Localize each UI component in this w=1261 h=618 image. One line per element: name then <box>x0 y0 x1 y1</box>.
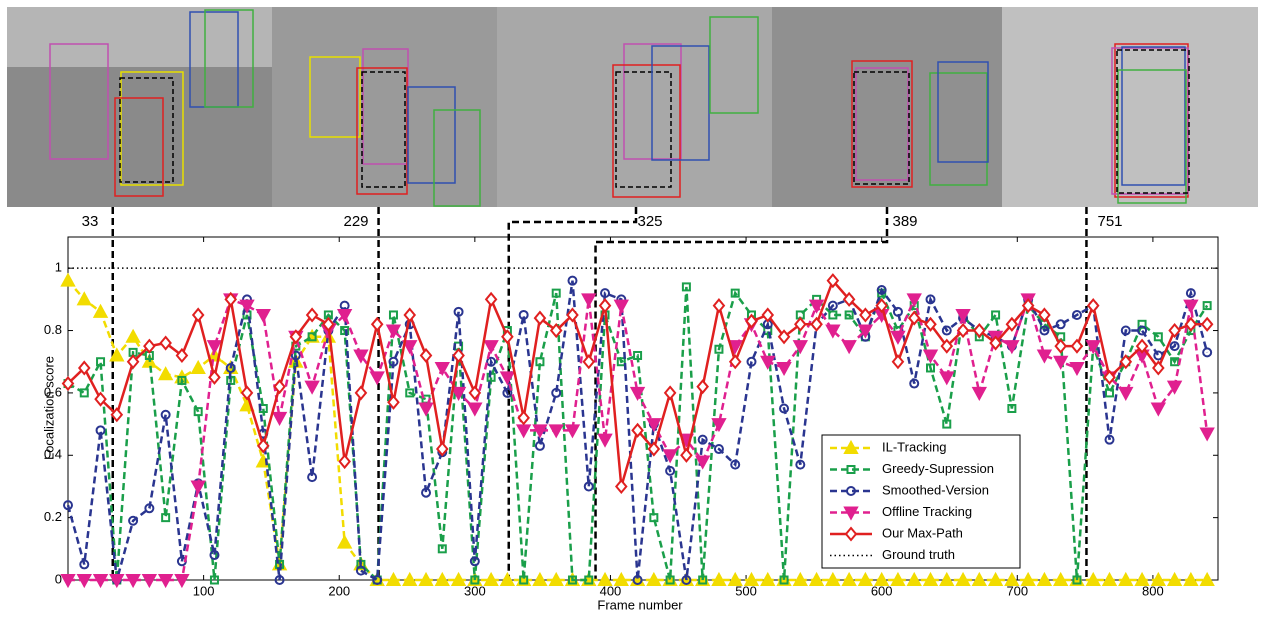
y-tick-label: 0 <box>55 571 62 586</box>
marker <box>192 481 204 492</box>
figure: Localization score Frame number 0 0.2 0.4 0… <box>0 0 1261 618</box>
page: {"chart_data": { "type": "line", "xlabel… <box>0 0 1261 618</box>
marker <box>371 372 383 383</box>
marker <box>339 537 351 548</box>
marker <box>941 372 953 383</box>
frame-label: 229 <box>343 213 368 230</box>
marker <box>698 381 708 393</box>
legend-label: IL-Tracking <box>882 439 947 454</box>
marker <box>812 318 822 330</box>
marker <box>421 349 431 361</box>
marker <box>843 341 855 352</box>
marker <box>486 293 496 305</box>
marker <box>372 318 382 330</box>
y-axis-label: Localization score <box>41 356 56 460</box>
marker <box>274 413 286 424</box>
marker <box>1088 300 1098 312</box>
marker <box>1055 357 1067 368</box>
marker <box>973 388 985 399</box>
marker <box>78 293 90 304</box>
marker <box>892 332 904 343</box>
frame-image <box>272 7 497 207</box>
frame-label: 751 <box>1097 213 1122 230</box>
marker <box>356 387 366 399</box>
marker <box>192 362 204 373</box>
frame-image <box>7 7 272 67</box>
y-tick-label: 0.6 <box>44 384 62 399</box>
marker <box>405 309 415 321</box>
marker <box>600 300 610 312</box>
frame-image <box>1002 7 1258 207</box>
x-tick-label: 200 <box>328 583 350 598</box>
marker <box>1152 404 1164 415</box>
marker <box>257 310 269 321</box>
marker <box>469 404 481 415</box>
marker <box>1154 351 1162 359</box>
legend-label: Offline Tracking <box>882 504 972 519</box>
series <box>62 294 1213 586</box>
frame-label: 389 <box>892 213 917 230</box>
marker <box>714 300 724 312</box>
marker <box>340 456 350 468</box>
x-tick-label: 100 <box>193 583 215 598</box>
marker <box>306 382 318 393</box>
legend-label: Smoothed-Version <box>882 482 989 497</box>
marker <box>1071 363 1083 374</box>
marker <box>127 331 139 342</box>
marker <box>616 480 626 492</box>
marker <box>583 294 595 305</box>
y-tick-label: 0.8 <box>44 322 62 337</box>
marker <box>518 425 530 436</box>
marker <box>778 363 790 374</box>
marker <box>697 457 709 468</box>
y-tick-label: 0.2 <box>44 509 62 524</box>
marker <box>1201 428 1213 439</box>
legend-label: Our Max-Path <box>882 525 963 540</box>
y-tick-label: 1 <box>55 260 62 275</box>
marker <box>584 356 594 368</box>
marker <box>1072 340 1082 352</box>
marker <box>1202 318 1212 330</box>
video-frames <box>7 7 1258 207</box>
marker <box>420 404 432 415</box>
marker <box>599 435 611 446</box>
x-axis-label: Frame number <box>597 597 683 612</box>
marker <box>241 301 253 312</box>
series-line <box>68 281 1207 487</box>
marker <box>62 275 74 286</box>
marker <box>485 341 497 352</box>
series <box>63 275 1212 493</box>
frame-label: 33 <box>82 213 99 230</box>
frame-image <box>497 7 772 207</box>
marker <box>1120 388 1132 399</box>
marker <box>681 449 691 461</box>
legend: IL-Tracking Greedy-Supression Smoothed-Ver… <box>822 435 1020 568</box>
marker <box>615 301 627 312</box>
marker <box>193 309 203 321</box>
legend-label: Ground truth <box>882 547 955 562</box>
y-tick-label: 0.4 <box>44 447 62 462</box>
legend-label: Greedy-Supression <box>882 461 994 476</box>
marker <box>208 341 220 352</box>
marker <box>665 387 675 399</box>
frame-image <box>772 7 1002 207</box>
marker <box>893 356 903 368</box>
frame-label: 325 <box>637 213 662 230</box>
